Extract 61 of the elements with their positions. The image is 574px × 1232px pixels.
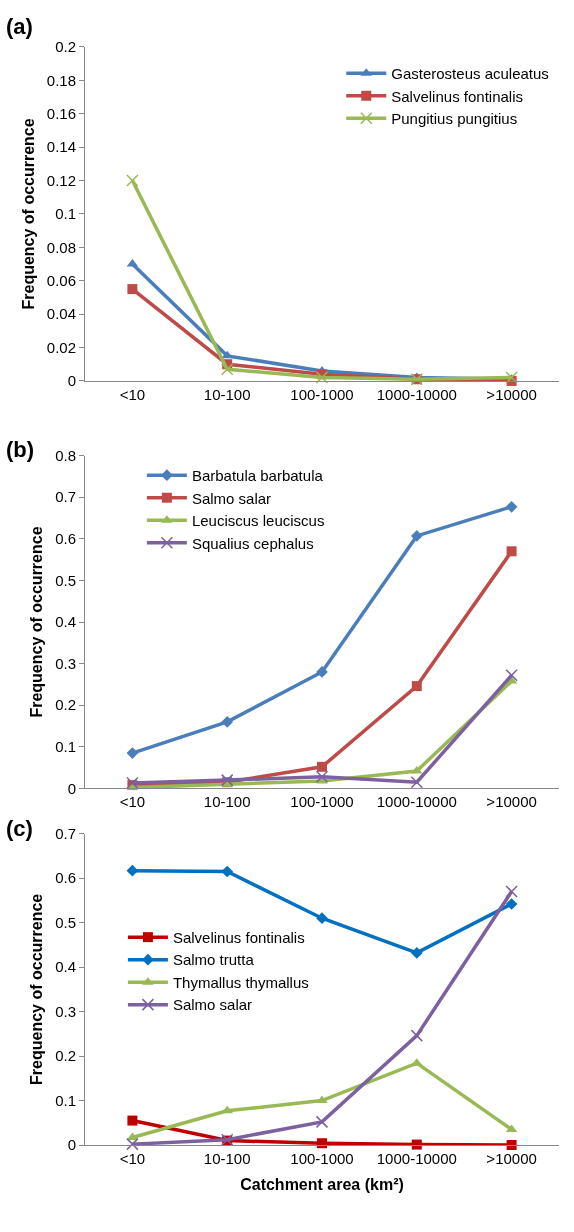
legend-label: Salmo salar xyxy=(191,489,272,507)
y-tick-label: 0.7 xyxy=(55,488,76,506)
y-axis-title: Frequency of occurrence xyxy=(28,893,46,1085)
y-tick-label: 0.1 xyxy=(55,205,76,223)
legend-label: Thymallus thymallus xyxy=(172,973,309,991)
legend-label: Squalius cephalus xyxy=(191,534,314,552)
x-tick-label: >10000 xyxy=(486,385,537,403)
y-axis-title: Frequency of occurrence xyxy=(28,526,46,718)
legend-label: Salmo salar xyxy=(172,996,253,1014)
x-tick-label: 100-1000 xyxy=(290,793,354,811)
chart-title: (c) xyxy=(6,816,33,841)
x-tick-label: 1000-10000 xyxy=(376,793,457,811)
x-tick-label: 1000-10000 xyxy=(376,1150,457,1168)
y-tick-label: 0.04 xyxy=(46,305,76,323)
legend-label: Salvelinus fontinalis xyxy=(391,87,524,105)
y-tick-label: 0.3 xyxy=(55,654,76,672)
y-tick-label: 0.3 xyxy=(55,1002,76,1020)
y-tick-label: 0.02 xyxy=(46,338,76,356)
y-tick-label: 0.06 xyxy=(46,271,76,289)
x-tick-label: >10000 xyxy=(486,1150,537,1168)
x-axis-title: Catchment area (km²) xyxy=(240,1175,404,1193)
y-tick-label: 0.4 xyxy=(55,958,76,976)
x-tick-label: 10-100 xyxy=(203,793,251,811)
x-tick-label: 10-100 xyxy=(203,1150,251,1168)
x-tick-label: <10 xyxy=(119,1150,146,1168)
y-tick-label: 0.2 xyxy=(55,696,76,714)
y-tick-label: 0.1 xyxy=(55,738,76,756)
y-tick-label: 0.2 xyxy=(55,1047,76,1065)
x-tick-label: 10-100 xyxy=(203,385,251,403)
legend-label: Salmo trutta xyxy=(172,951,255,969)
y-tick-label: 0.5 xyxy=(55,571,76,589)
y-tick-label: 0.6 xyxy=(55,869,76,887)
chart-title: (a) xyxy=(6,14,33,39)
y-tick-label: 0.6 xyxy=(55,530,76,548)
y-tick-label: 0.08 xyxy=(46,238,76,256)
legend-label: Gasterosteus aculeatus xyxy=(391,65,549,83)
y-tick-label: 0 xyxy=(67,1136,76,1154)
x-tick-label: 100-1000 xyxy=(290,1150,354,1168)
y-tick-label: 0.7 xyxy=(55,824,76,842)
x-tick-label: <10 xyxy=(119,385,146,403)
y-tick-label: 0.5 xyxy=(55,913,76,931)
y-tick-label: 0.8 xyxy=(55,446,76,464)
legend-label: Leuciscus leuciscus xyxy=(191,512,325,530)
y-tick-label: 0 xyxy=(67,779,76,797)
x-tick-label: 1000-10000 xyxy=(376,385,457,403)
y-tick-label: 0.14 xyxy=(46,138,76,156)
legend-label: Pungitius pungitius xyxy=(391,110,518,128)
chart-title: (b) xyxy=(6,437,35,462)
y-tick-label: 0.4 xyxy=(55,613,76,631)
y-tick-label: 0.2 xyxy=(55,38,76,56)
legend-label: Salvelinus fontinalis xyxy=(172,928,305,946)
y-tick-label: 0 xyxy=(67,372,76,390)
x-tick-label: 100-1000 xyxy=(290,385,354,403)
y-tick-label: 0.1 xyxy=(55,1091,76,1109)
x-tick-label: >10000 xyxy=(486,793,537,811)
legend-label: Barbatula barbatula xyxy=(191,467,324,485)
y-tick-label: 0.18 xyxy=(46,71,76,89)
y-axis-title: Frequency of occurrence xyxy=(19,118,37,310)
y-tick-label: 0.16 xyxy=(46,105,76,123)
y-tick-label: 0.12 xyxy=(46,171,76,189)
x-tick-label: <10 xyxy=(119,793,146,811)
